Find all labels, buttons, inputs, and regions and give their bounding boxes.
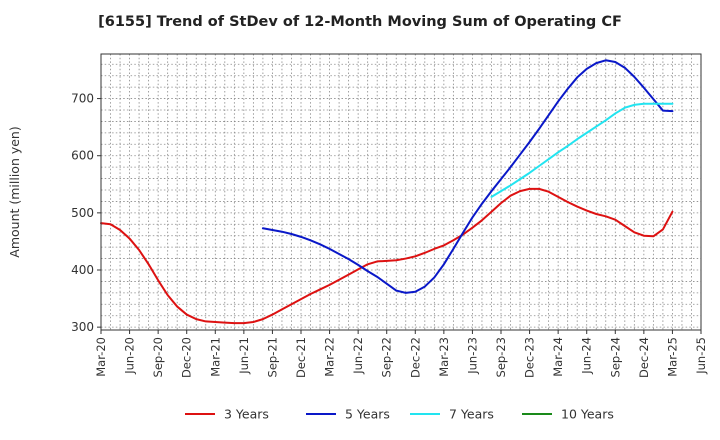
series-lines: [100, 59, 674, 325]
x-tick-label: Jun-24: [580, 337, 594, 375]
y-tick-label: 500: [71, 206, 94, 220]
x-tick-label: Dec-20: [180, 337, 194, 378]
x-tick-label: Mar-25: [665, 337, 679, 377]
plot-area: [101, 54, 701, 330]
x-tick-label: Mar-21: [208, 337, 222, 377]
legend-label: 10 Years: [561, 407, 614, 422]
x-tick-label: Jun-23: [465, 337, 479, 375]
series-line-7-years: [490, 102, 674, 198]
x-tick-label: Sep-21: [265, 337, 279, 377]
x-tick-label: Sep-22: [380, 337, 394, 377]
x-tick-label: Dec-24: [637, 337, 651, 378]
series-line-5-years: [261, 59, 674, 294]
y-tick-label: 400: [71, 263, 94, 277]
x-tick-label: Sep-23: [494, 337, 508, 377]
legend: 3 Years 5 Years 7 Years 10 Years: [185, 407, 614, 422]
y-axis-label: Amount (million yen): [7, 126, 22, 257]
x-tick-label: Sep-24: [608, 337, 622, 377]
chart-title: [6155] Trend of StDev of 12-Month Moving…: [98, 14, 622, 30]
x-axis-ticks: Mar-20 Jun-20 Sep-20 Dec-20 Mar-21 Jun-21 Sep-…: [94, 330, 708, 378]
x-tick-label: Jun-20: [123, 337, 137, 375]
series-line-3-years: [100, 187, 674, 325]
x-tick-label: Jun-25: [694, 337, 708, 375]
legend-label: 3 Years: [224, 407, 269, 422]
x-tick-label: Jun-22: [351, 337, 365, 375]
y-tick-label: 700: [71, 92, 94, 106]
x-tick-label: Mar-20: [94, 337, 108, 377]
plot-frame: [100, 53, 702, 331]
legend-label: 7 Years: [449, 407, 494, 422]
x-tick-label: Mar-24: [551, 337, 565, 377]
x-tick-label: Sep-20: [151, 337, 165, 377]
x-tick-label: Dec-23: [523, 337, 537, 378]
x-tick-label: Mar-23: [437, 337, 451, 377]
y-axis-ticks: 300 400 500 600 700: [71, 92, 101, 334]
x-tick-label: Jun-21: [237, 337, 251, 375]
y-tick-label: 600: [71, 149, 94, 163]
x-tick-label: Mar-22: [323, 337, 337, 377]
x-tick-label: Dec-21: [294, 337, 308, 378]
legend-label: 5 Years: [345, 407, 390, 422]
grid-lines: [100, 54, 702, 330]
x-tick-label: Dec-22: [408, 337, 422, 378]
y-tick-label: 300: [71, 320, 94, 334]
